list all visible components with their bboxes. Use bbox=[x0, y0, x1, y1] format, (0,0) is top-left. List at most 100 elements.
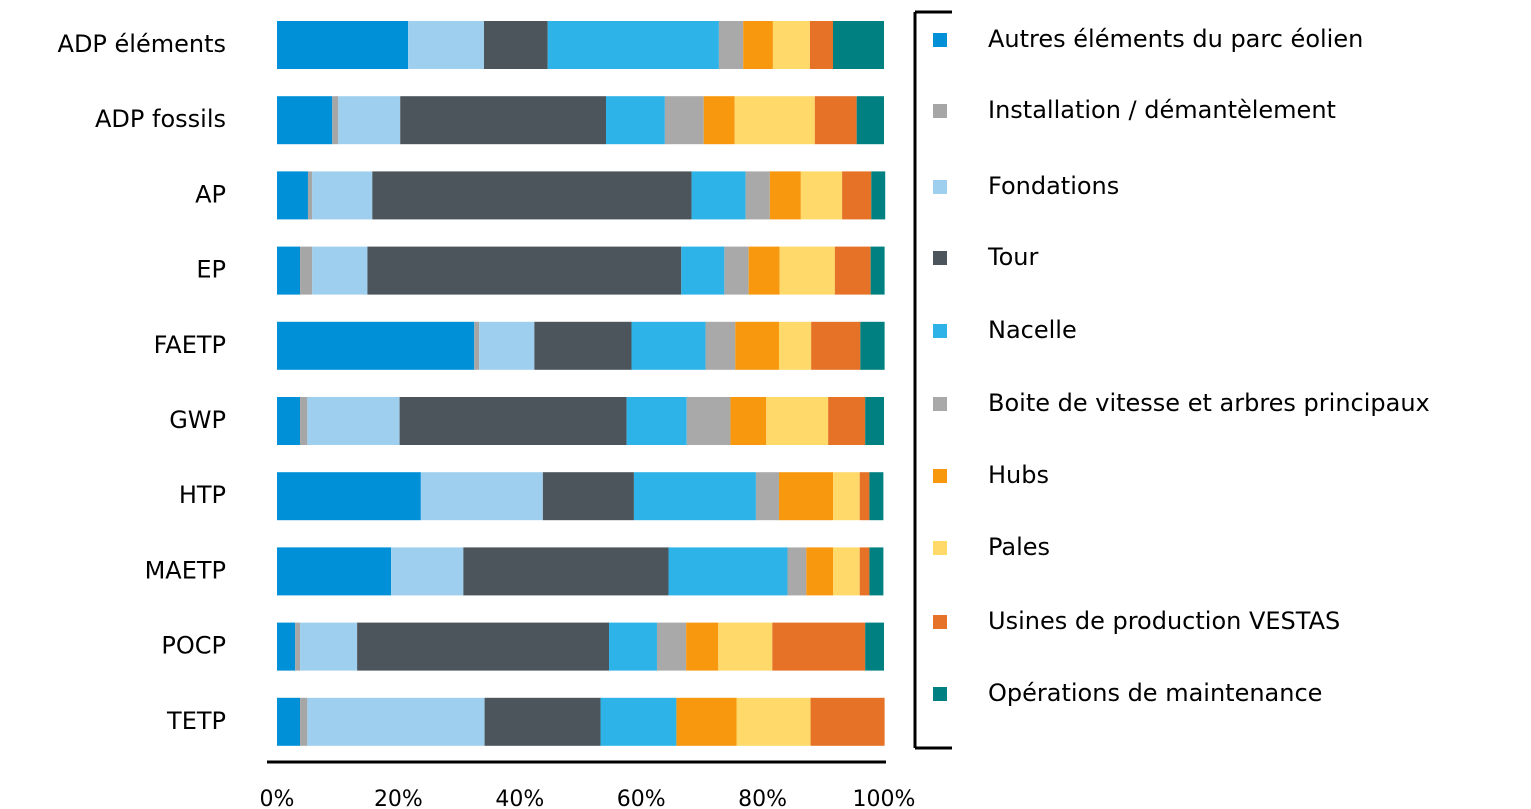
bar-segment bbox=[828, 397, 866, 445]
bar-segment bbox=[312, 171, 373, 220]
y-tick-label: EP bbox=[196, 256, 226, 284]
bar-segment bbox=[745, 171, 770, 220]
bar-segment bbox=[718, 622, 773, 671]
bar-segment bbox=[681, 246, 725, 295]
bar-segment bbox=[734, 96, 815, 145]
bar-segment bbox=[814, 96, 857, 145]
bar-segment bbox=[367, 246, 682, 295]
x-tick-label: 80% bbox=[738, 787, 787, 809]
legend-label: Autres éléments du parc éolien bbox=[988, 25, 1363, 53]
y-tick-label: HTP bbox=[179, 481, 226, 509]
bar-segment bbox=[705, 321, 736, 370]
legend-swatch bbox=[933, 615, 947, 629]
bar-segment bbox=[778, 321, 812, 370]
bar-segment bbox=[755, 472, 779, 521]
bar-segment bbox=[810, 697, 885, 746]
bar-segment bbox=[609, 622, 657, 671]
bar-segment bbox=[656, 622, 687, 671]
bar-segment bbox=[664, 96, 704, 145]
bar-segment bbox=[676, 697, 737, 746]
bar-segment bbox=[860, 321, 885, 370]
bar-segment bbox=[277, 397, 301, 445]
bar-segment bbox=[408, 21, 484, 69]
bar-segment bbox=[772, 622, 866, 671]
bar-segment bbox=[806, 547, 834, 596]
legend-label: Fondations bbox=[988, 172, 1119, 200]
bar-segment bbox=[277, 321, 475, 370]
bar-segment bbox=[391, 547, 464, 596]
legend-label: Opérations de maintenance bbox=[988, 679, 1322, 707]
bar-segment bbox=[277, 171, 308, 220]
legend-swatch bbox=[933, 324, 947, 338]
legend-label: Usines de production VESTAS bbox=[988, 607, 1340, 635]
bar-segment bbox=[312, 246, 368, 295]
bar-segment bbox=[718, 21, 744, 69]
legend-swatch bbox=[933, 687, 947, 701]
bar-segment bbox=[626, 397, 687, 445]
bar-segment bbox=[691, 171, 746, 220]
bar-segment bbox=[736, 697, 811, 746]
bar-segment bbox=[800, 171, 843, 220]
x-tick-label: 100% bbox=[853, 787, 916, 809]
bar-segment bbox=[869, 547, 884, 596]
bar-segment bbox=[748, 246, 780, 295]
bar-segment bbox=[542, 472, 634, 521]
bar-segment bbox=[811, 321, 861, 370]
bar-segment bbox=[869, 472, 884, 521]
bar-segment bbox=[787, 547, 807, 596]
bar-segment bbox=[307, 397, 400, 445]
y-tick-label: ADP fossils bbox=[95, 105, 226, 133]
bar-segment bbox=[338, 96, 401, 145]
legend-swatch bbox=[933, 180, 947, 194]
y-tick-label: TETP bbox=[166, 707, 226, 735]
y-tick-label: GWP bbox=[169, 406, 226, 434]
bar-segment bbox=[300, 697, 308, 746]
x-tick-label: 20% bbox=[374, 787, 423, 809]
bar-segment bbox=[686, 622, 719, 671]
bar-segment bbox=[703, 96, 735, 145]
bar-segment bbox=[686, 397, 731, 445]
legend-swatch bbox=[933, 469, 947, 483]
bar-segment bbox=[534, 321, 632, 370]
bar-segment bbox=[277, 622, 296, 671]
bar-segment bbox=[859, 472, 870, 521]
bar-segment bbox=[420, 472, 543, 521]
y-tick-label: AP bbox=[195, 180, 226, 208]
bar-segment bbox=[668, 547, 788, 596]
bar-segment bbox=[277, 547, 392, 596]
bar-segment bbox=[724, 246, 749, 295]
bar-segment bbox=[605, 96, 665, 145]
legend-swatch bbox=[933, 104, 947, 118]
bar-segment bbox=[483, 21, 548, 69]
bar-segment bbox=[300, 397, 308, 445]
legend-label: Boite de vitesse et arbres principaux bbox=[988, 389, 1430, 417]
legend-swatch bbox=[933, 397, 947, 411]
bar-segment bbox=[631, 321, 706, 370]
bar-segment bbox=[357, 622, 610, 671]
bar-segment bbox=[735, 321, 779, 370]
y-tick-label: FAETP bbox=[154, 331, 226, 359]
bar-segment bbox=[547, 21, 719, 69]
bar-segment bbox=[809, 21, 834, 69]
bar-segment bbox=[833, 21, 884, 69]
bar-segment bbox=[833, 547, 860, 596]
bar-segment bbox=[842, 171, 872, 220]
bar-segment bbox=[484, 697, 601, 746]
bar-segment bbox=[474, 321, 480, 370]
bar-segment bbox=[633, 472, 756, 521]
legend-swatch bbox=[933, 33, 947, 47]
legend-label: Tour bbox=[987, 243, 1038, 271]
legend-bracket bbox=[913, 10, 952, 750]
y-tick-label: ADP éléments bbox=[58, 30, 226, 58]
bar-segment bbox=[332, 96, 339, 145]
bar-segment bbox=[277, 246, 301, 295]
bar-segment bbox=[300, 246, 313, 295]
bar-segment bbox=[277, 96, 333, 145]
bar-segment bbox=[479, 321, 535, 370]
bar-segment bbox=[277, 21, 409, 69]
bar-segment bbox=[870, 246, 885, 295]
bar-segment bbox=[834, 246, 871, 295]
x-tick-label: 40% bbox=[495, 787, 544, 809]
bar-segment bbox=[463, 547, 669, 596]
